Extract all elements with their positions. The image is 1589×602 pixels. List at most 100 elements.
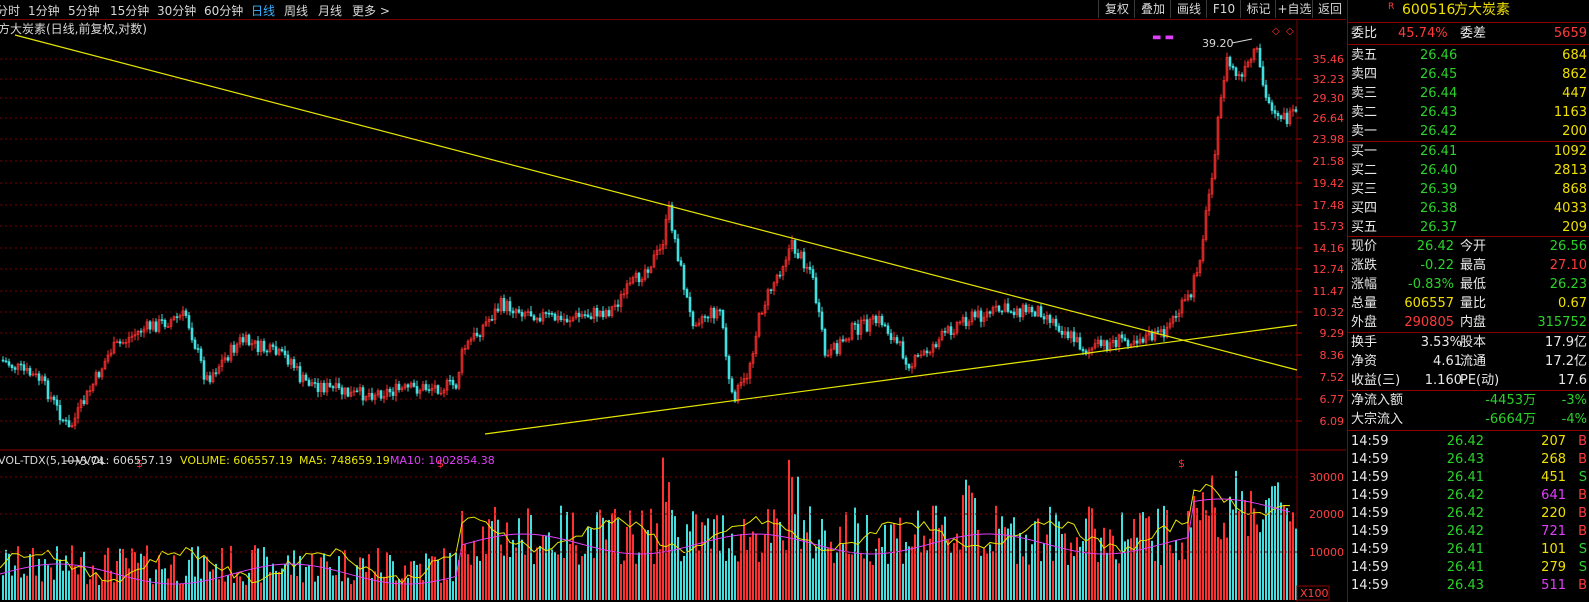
toolbar-button-2[interactable]: 画线 xyxy=(1170,0,1207,18)
candle-body xyxy=(289,359,293,365)
candle-body xyxy=(229,344,233,361)
candle-body xyxy=(877,315,881,324)
period-tab-8[interactable]: 月线 xyxy=(318,4,343,18)
volume-bar xyxy=(398,579,400,600)
volume-bar xyxy=(1049,506,1051,600)
quote-label: 最高 xyxy=(1460,258,1487,273)
candle-body xyxy=(712,307,716,319)
volume-bar xyxy=(605,539,607,600)
volume-bar xyxy=(413,560,415,600)
candle-body xyxy=(952,332,956,335)
period-tab-3[interactable]: 15分钟 xyxy=(110,4,150,18)
volume-bar xyxy=(842,544,844,600)
period-tab-4[interactable]: 30分钟 xyxy=(157,4,197,18)
candle-body xyxy=(34,373,38,376)
period-tab-9[interactable]: 更多 > xyxy=(352,4,390,18)
volume-bar xyxy=(986,553,988,600)
candle-body xyxy=(325,382,329,393)
volume-bar xyxy=(8,553,10,600)
candle-body xyxy=(154,321,158,332)
event-marker-icon[interactable]: $ xyxy=(437,457,444,470)
price-tick-label: 35.46 xyxy=(1313,53,1345,66)
event-marker-icon[interactable]: $ xyxy=(1178,457,1185,470)
volume-bar xyxy=(1154,560,1156,600)
period-tab-1[interactable]: 1分钟 xyxy=(28,4,60,18)
toolbar-button-3[interactable]: F10 xyxy=(1206,0,1241,18)
candle-body xyxy=(907,363,911,369)
diamond-icon[interactable]: ◇ xyxy=(1286,26,1294,37)
toolbar-button-0[interactable]: 复权 xyxy=(1098,0,1135,18)
quote-panel: R 600516 方大炭素 委比 45.74% 委差 5659 卖五 26.46 684 卖四 26.… xyxy=(1347,0,1589,602)
volume-bar xyxy=(464,543,466,600)
volume-bar xyxy=(23,573,25,600)
volume-bar xyxy=(1268,498,1270,600)
candle-body xyxy=(811,269,815,278)
volume-bar xyxy=(521,539,523,600)
candle-body xyxy=(1261,66,1265,86)
candle-body xyxy=(943,330,947,333)
price-tick-label: 32.23 xyxy=(1313,73,1345,86)
toolbar-button-4[interactable]: 标记 xyxy=(1240,0,1276,18)
volume-bar xyxy=(365,571,367,600)
diamond-icon[interactable]: ◇ xyxy=(1272,26,1280,37)
kline-chart[interactable]: 35.46 32.23 29.30 26.64 23.98 21.58 19.42 17.48… xyxy=(0,20,1346,602)
candle-body xyxy=(181,310,185,316)
volume-bar xyxy=(470,564,472,600)
descending-trendline[interactable] xyxy=(14,34,1298,371)
candle-body xyxy=(976,310,980,318)
volume-bar xyxy=(35,575,37,600)
toolbar-button-6[interactable]: 返回 xyxy=(1312,0,1347,18)
volume-bar xyxy=(488,519,490,600)
volume-bar xyxy=(659,549,661,600)
candle-body xyxy=(196,348,200,350)
toolbar-button-5[interactable]: +自选 xyxy=(1275,0,1313,18)
candle-body xyxy=(1240,74,1244,77)
candle-body xyxy=(757,313,761,337)
volume-bar xyxy=(131,548,133,600)
order-price: 26.41 xyxy=(1420,144,1458,159)
fund-value: 3.53% xyxy=(1420,335,1462,350)
candle-body xyxy=(577,312,581,317)
volume-bar xyxy=(1136,537,1138,600)
candle-body xyxy=(238,337,242,345)
candle-body xyxy=(1159,329,1163,333)
event-marker-icon[interactable]: $ xyxy=(136,457,143,470)
volume-bar xyxy=(140,553,142,600)
volume-bar xyxy=(566,511,568,600)
candle-body xyxy=(517,309,521,313)
tick-price: 26.42 xyxy=(1446,506,1484,521)
volume-bar xyxy=(590,528,592,600)
volume-bar xyxy=(395,580,397,600)
volume-bar xyxy=(899,517,901,600)
candle-body xyxy=(190,327,194,341)
volume-bar xyxy=(218,579,220,600)
candle-body xyxy=(415,386,419,394)
fund-value: 1.160 xyxy=(1424,373,1462,388)
candle-body xyxy=(796,253,800,259)
period-tab-6[interactable]: 日线 xyxy=(251,4,276,18)
candle-body xyxy=(874,315,878,324)
volume-bar xyxy=(704,525,706,600)
volume-bar xyxy=(458,560,460,600)
toolbar-button-1[interactable]: 叠加 xyxy=(1134,0,1171,18)
period-tab-5[interactable]: 60分钟 xyxy=(204,4,244,18)
period-tab-0[interactable]: 分时 xyxy=(0,4,21,18)
candle-body xyxy=(358,387,362,392)
volume-bar xyxy=(536,547,538,600)
period-tab-2[interactable]: 5分钟 xyxy=(68,4,100,18)
candle-body xyxy=(910,365,914,369)
volume-bar xyxy=(1244,499,1246,600)
volume-bar xyxy=(788,459,790,600)
ascending-trendline[interactable] xyxy=(484,324,1298,435)
period-tab-7[interactable]: 周线 xyxy=(284,4,309,18)
volume-bar xyxy=(1172,553,1174,600)
candle-body xyxy=(253,340,257,344)
candle-body xyxy=(562,318,566,321)
tick-row: 14:59 26.42 220 B xyxy=(1348,504,1589,523)
candle-body xyxy=(280,349,284,352)
candle-body xyxy=(604,310,608,318)
tick-volume: 101 xyxy=(1541,542,1566,557)
candle-body xyxy=(1141,338,1145,343)
price-tick-label: 11.47 xyxy=(1313,285,1345,298)
candle-body xyxy=(994,305,998,308)
